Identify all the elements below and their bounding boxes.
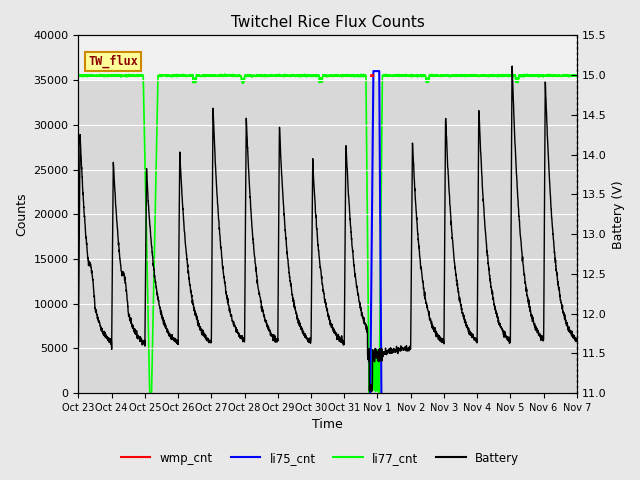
Legend: wmp_cnt, li75_cnt, li77_cnt, Battery: wmp_cnt, li75_cnt, li77_cnt, Battery — [116, 447, 524, 469]
Text: TW_flux: TW_flux — [88, 55, 138, 68]
Y-axis label: Battery (V): Battery (V) — [612, 180, 625, 249]
Bar — [79, 80, 577, 393]
X-axis label: Time: Time — [312, 419, 343, 432]
Title: Twitchel Rice Flux Counts: Twitchel Rice Flux Counts — [230, 15, 424, 30]
Y-axis label: Counts: Counts — [15, 192, 28, 236]
